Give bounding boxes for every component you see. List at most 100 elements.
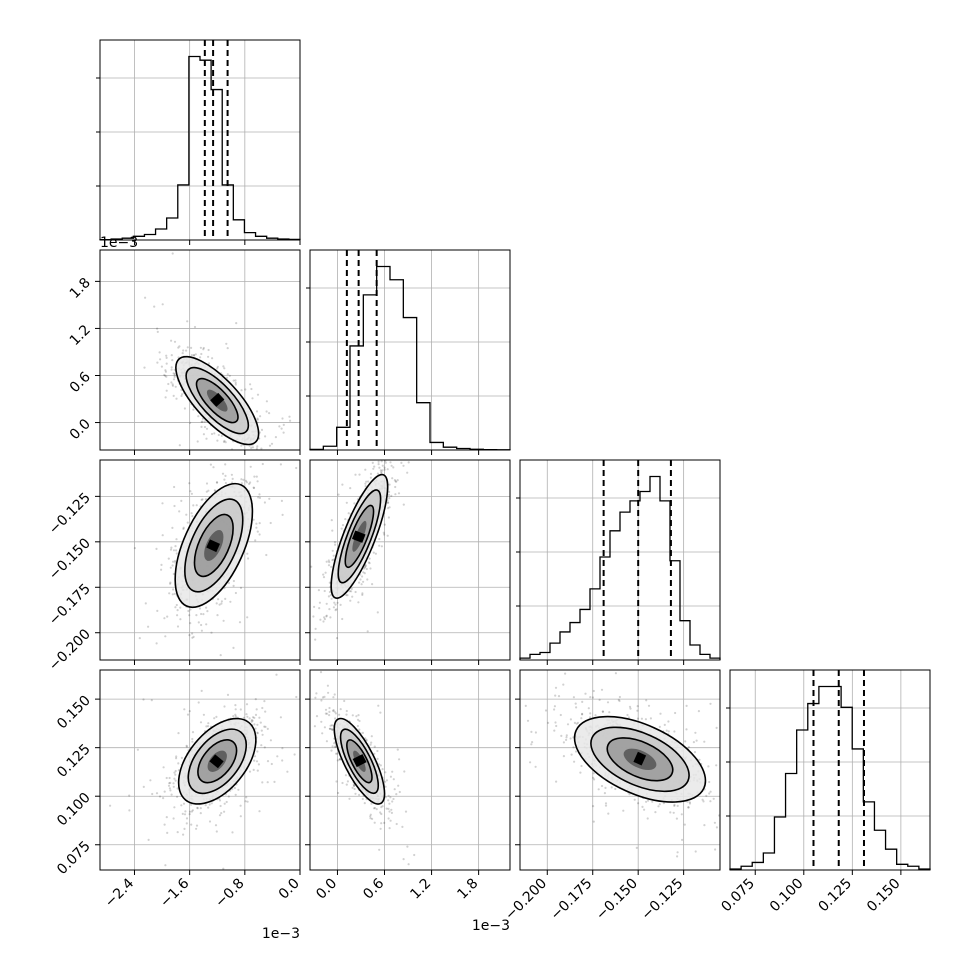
scatter-point (255, 475, 258, 478)
scatter-point (614, 787, 617, 791)
scatter-point (413, 853, 416, 857)
scatter-point (234, 713, 237, 716)
scatter-point (197, 621, 200, 624)
scatter-point (335, 608, 338, 611)
scatter-point (194, 353, 197, 356)
scatter-point (165, 356, 168, 359)
scatter-point (270, 762, 273, 766)
scatter-point (248, 770, 252, 773)
scatter-point (195, 824, 199, 827)
scatter-point (176, 625, 180, 628)
scatter-point (395, 793, 398, 796)
scatter-point (323, 726, 326, 729)
scatter-point (393, 788, 396, 791)
histogram-bar-outline (519, 475, 721, 660)
scatter-point (144, 602, 147, 605)
scatter-point (230, 473, 233, 476)
scatter-point (189, 421, 192, 424)
scatter-point (232, 584, 235, 588)
scatter-point (239, 708, 242, 711)
scatter-point (379, 811, 382, 814)
scatter-point (392, 778, 395, 781)
contour-line (330, 473, 389, 599)
scatter-point (530, 730, 533, 734)
scatter-point (379, 764, 382, 767)
scatter-point (200, 689, 203, 693)
scatter-point (367, 561, 370, 564)
scatter-point (314, 638, 317, 641)
scatter-point (174, 769, 177, 773)
contour-line (195, 377, 239, 424)
scatter-point (325, 602, 328, 605)
scatter-point (147, 625, 150, 628)
scatter-point (675, 817, 679, 820)
scatter-point (179, 618, 182, 621)
scatter-point (315, 715, 319, 718)
scatter-point (392, 797, 395, 801)
scatter-point (180, 756, 183, 760)
scatter-point (169, 789, 172, 792)
scatter-point (181, 352, 184, 355)
scatter-point (239, 804, 242, 807)
scatter-point (681, 838, 684, 842)
scatter-point (172, 588, 175, 591)
scatter-point (606, 701, 610, 704)
scatter-point (216, 367, 219, 370)
scatter-point (174, 561, 177, 564)
scatter-point (225, 342, 228, 345)
scatter-point (394, 493, 397, 496)
scatter-point (253, 716, 256, 720)
scatter-point (173, 592, 176, 596)
scatter-point (142, 698, 145, 701)
scatter-point (205, 437, 208, 440)
scatter-point (207, 362, 211, 365)
scatter-point (649, 717, 653, 720)
scatter-point (662, 802, 666, 805)
scatter-point (331, 529, 334, 532)
scatter-point (208, 803, 211, 806)
scatter-point (526, 719, 530, 722)
scatter-point (171, 564, 174, 567)
scatter-point (360, 583, 363, 586)
scatter-point (362, 571, 365, 574)
scatter-point (281, 513, 284, 517)
scatter-point (332, 554, 335, 557)
scatter-point (240, 482, 243, 485)
scatter-point (219, 804, 222, 808)
scatter-point (185, 744, 188, 747)
scatter-point (388, 810, 391, 813)
scatter-point (156, 327, 159, 330)
scatter-point (151, 792, 154, 796)
scatter-point (260, 428, 264, 431)
scatter-point (328, 714, 331, 717)
scatter-point (218, 814, 222, 817)
scatter-point (326, 684, 329, 687)
scatter-point (358, 473, 361, 476)
scatter-point (387, 507, 390, 510)
scatter-point (234, 715, 237, 718)
scatter-point (155, 792, 159, 795)
scatter-point (394, 485, 397, 489)
scatter-point (155, 642, 158, 645)
scatter-point (680, 813, 683, 816)
scatter-point (569, 737, 572, 740)
scatter-point (220, 602, 223, 605)
scatter-point (381, 469, 384, 472)
scatter-point (380, 470, 383, 473)
scatter-point (233, 786, 236, 790)
scatter-point (332, 709, 335, 712)
scatter-point (144, 296, 147, 299)
scatter-point (214, 824, 218, 827)
scatter-point (202, 713, 205, 716)
scatter-point (270, 442, 274, 445)
scatter-point (173, 806, 176, 809)
density-peak (210, 392, 225, 407)
scatter-point (156, 330, 159, 333)
scatter-point (164, 370, 167, 373)
scatter-point (572, 696, 576, 699)
scatter-point (165, 375, 168, 378)
scatter-point (177, 346, 180, 349)
scatter-point (387, 516, 390, 519)
scatter-point (176, 831, 179, 834)
scatter-point (202, 348, 205, 351)
